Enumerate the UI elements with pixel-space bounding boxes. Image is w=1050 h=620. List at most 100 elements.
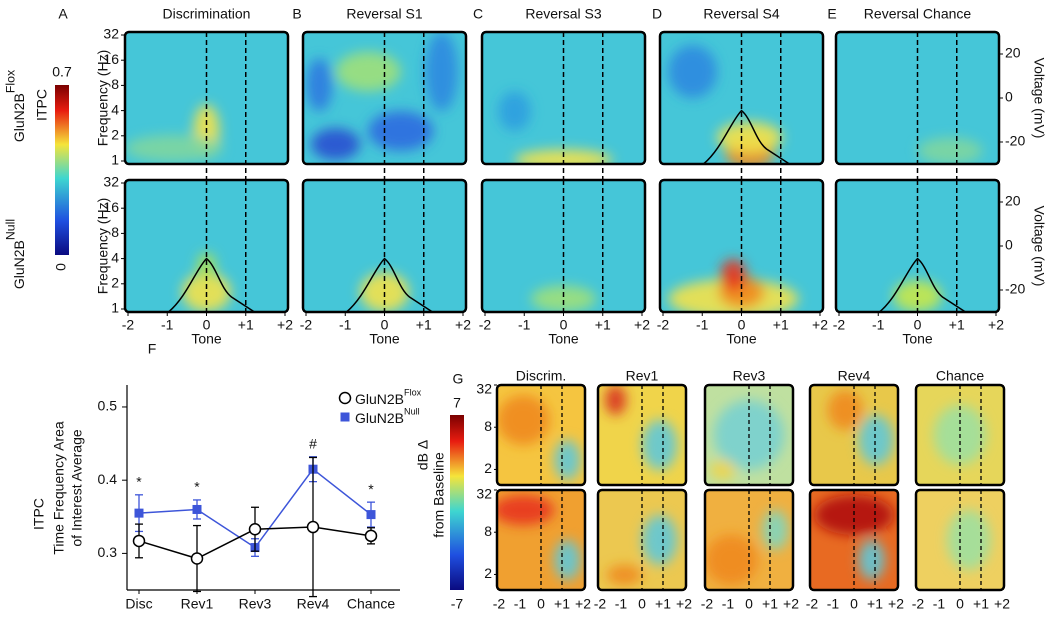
x-tick-label: +2 <box>812 317 828 333</box>
x-tick-label: -2 <box>701 596 714 612</box>
panel-title: Rev1 <box>626 368 659 384</box>
heatmap-patches <box>606 515 678 585</box>
panel-border <box>596 383 688 487</box>
x-tick-label: -2 <box>493 596 506 612</box>
y-tick-label: 2 <box>484 460 492 476</box>
x-tick-label: 0 <box>745 596 753 612</box>
x-axis-label: Tone <box>191 331 222 347</box>
contour <box>879 257 966 312</box>
y2-axis-label: Voltage (mV) <box>1031 206 1047 287</box>
x-tick-label: +1 <box>416 317 432 333</box>
y-tick-label: 0.5 <box>98 398 118 414</box>
panel-letter: E <box>827 6 836 22</box>
panel-letter: B <box>292 6 301 22</box>
x-tick-label: -1 <box>518 317 531 333</box>
x-tick-label: 0 <box>203 317 211 333</box>
colorbar-label: ITPC <box>34 89 50 121</box>
panel-border <box>495 488 587 592</box>
contour <box>168 257 255 312</box>
x-tick-label: -1 <box>696 317 709 333</box>
annotation: * <box>136 474 142 490</box>
label-superscript: Null <box>404 407 420 417</box>
x-tick-label: 0 <box>956 596 964 612</box>
label-text: GluN2B <box>355 410 404 426</box>
y2-axis-label: Voltage (mV) <box>1031 58 1047 139</box>
heatmap-patches <box>917 137 983 164</box>
y-axis-label: Time Frequency Area <box>51 421 67 555</box>
x-tick-label: -2 <box>912 596 925 612</box>
panel-title: Rev4 <box>838 368 871 384</box>
y2-tick-label: 20 <box>1005 193 1021 209</box>
y-tick-label: 32 <box>476 486 492 502</box>
x-tick-label: -1 <box>615 596 628 612</box>
contour <box>346 257 433 312</box>
x-tick-label: +2 <box>277 317 293 333</box>
panel-letter: D <box>652 6 662 22</box>
x-tick-label: 0 <box>738 317 746 333</box>
panel-border <box>596 488 688 592</box>
x-tick-label: -2 <box>594 596 607 612</box>
panel-title: Discrimination <box>163 6 251 22</box>
heatmap-patch <box>554 440 581 480</box>
x-tick-label: +2 <box>575 596 591 612</box>
point <box>366 510 376 520</box>
panel-border <box>703 488 795 592</box>
colorbar-min: -7 <box>451 596 464 612</box>
heatmap-patch <box>554 540 581 580</box>
x-tick-label: +1 <box>867 596 883 612</box>
panel-border <box>480 30 647 166</box>
y-tick-label: 8 <box>484 418 492 434</box>
label-text: GluN2B <box>355 391 404 407</box>
y-tick-label: 8 <box>484 523 492 539</box>
panel-border <box>301 30 468 166</box>
panel-letter: A <box>58 6 68 22</box>
annotation: # <box>309 435 317 451</box>
y-axis-label: of Interest Average <box>69 429 85 546</box>
heatmap-patch <box>762 510 789 550</box>
heatmap-patch <box>196 252 217 279</box>
y2-tick-label: -20 <box>1005 281 1025 297</box>
y2-tick-label: 0 <box>1005 89 1013 105</box>
x-axis-label: Tone <box>369 331 400 347</box>
label-superscript: Null <box>4 219 18 240</box>
panel-letter: G <box>453 371 464 387</box>
x-tick-label: -2 <box>122 317 135 333</box>
heatmap-patch <box>497 395 550 445</box>
panel-border <box>703 383 795 487</box>
point <box>190 552 204 565</box>
heatmap-patches <box>705 510 789 585</box>
panel-title: Chance <box>936 368 984 384</box>
x-tick-label: +2 <box>634 317 650 333</box>
heatmap-patch <box>311 128 361 161</box>
x-tick-label: -1 <box>872 317 885 333</box>
point <box>248 522 262 536</box>
label-text: GluN2B <box>11 93 27 142</box>
x-tick-label: +2 <box>988 317 1004 333</box>
y-tick-label: 32 <box>103 26 119 42</box>
panel-title: Reversal S4 <box>703 6 779 22</box>
annotation: * <box>194 479 200 495</box>
legend-label: GluN2BFlox <box>355 388 422 407</box>
panel-title: Reversal Chance <box>864 6 972 22</box>
x-tick-label: -1 <box>933 596 946 612</box>
x-tick-label: -1 <box>161 317 174 333</box>
panel-title: Rev3 <box>733 368 766 384</box>
point <box>192 504 202 514</box>
x-tick-label: +2 <box>676 596 692 612</box>
y-tick-label: 16 <box>103 51 119 67</box>
x-tick-label: +1 <box>554 596 570 612</box>
heatmap-patches <box>497 495 581 580</box>
x-tick-label: 0 <box>560 317 568 333</box>
heatmap-patch <box>668 45 718 98</box>
heatmap-patch <box>827 390 863 430</box>
x-tick-label: Rev1 <box>181 596 214 612</box>
x-tick-label: 0 <box>850 596 858 612</box>
panel-border <box>808 488 900 592</box>
x-axis-label: Tone <box>902 331 933 347</box>
y-tick-label: 2 <box>111 127 119 143</box>
x-tick-label: +2 <box>994 596 1010 612</box>
x-tick-label: +1 <box>595 317 611 333</box>
x-tick-label: -2 <box>300 317 313 333</box>
legend-marker <box>340 412 350 422</box>
x-tick-label: Rev4 <box>297 596 330 612</box>
